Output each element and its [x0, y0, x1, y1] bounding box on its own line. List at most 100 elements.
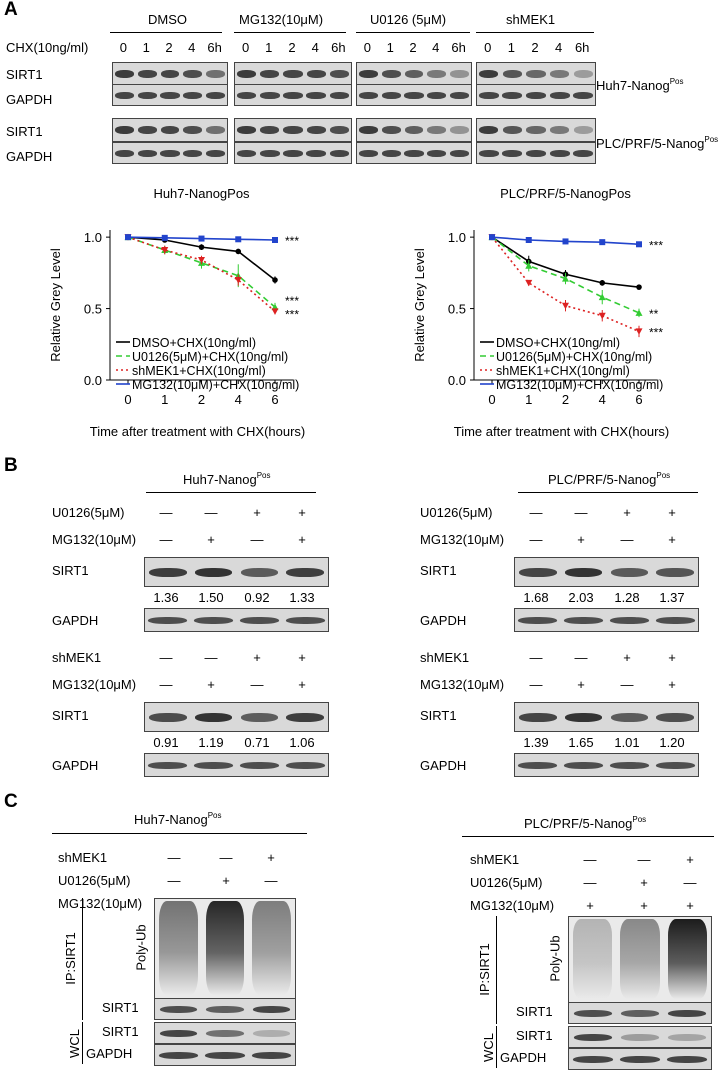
treatment-mark: — [574, 505, 588, 520]
density-value: 1.06 [289, 735, 315, 750]
legend-label: U0126(5μM)+CHX(10ng/ml) [132, 350, 288, 364]
treatment-mark: + [253, 650, 261, 665]
data-point [562, 302, 569, 310]
cell-line-label-1: Huh7-NanogPos [596, 76, 684, 93]
condition-label: U0126(5μM) [58, 873, 131, 888]
divider [518, 492, 698, 493]
band [115, 70, 134, 78]
band [572, 1055, 613, 1063]
band [610, 567, 649, 577]
band [449, 149, 470, 157]
blot-strip [112, 84, 228, 106]
data-point [271, 308, 279, 315]
treatment-mark: — [529, 505, 543, 520]
blot-strip [514, 608, 699, 632]
band [260, 126, 280, 134]
band [450, 70, 469, 78]
band [194, 761, 234, 769]
band [573, 70, 593, 78]
legend-label: MG132(10μM)+CHX(10ng/ml) [496, 378, 663, 392]
band [668, 1009, 707, 1017]
band [526, 126, 546, 134]
data-point [198, 257, 205, 264]
timepoint-label: 2 [531, 40, 539, 55]
treatment-mark: — [204, 650, 218, 665]
timepoint-label: 0 [119, 40, 127, 55]
wcl-bracket [496, 1026, 497, 1068]
band [329, 149, 350, 157]
band [114, 91, 135, 99]
cell-line-label-2: PLC/PRF/5-NanogPos [596, 134, 719, 151]
band [619, 1055, 661, 1063]
band [205, 1051, 245, 1059]
band [656, 712, 694, 722]
band [655, 616, 695, 624]
data-point [635, 309, 643, 316]
blot-strip [568, 1026, 712, 1048]
band [329, 91, 350, 99]
band [149, 567, 187, 577]
band [206, 70, 225, 78]
blot-strip [514, 753, 699, 777]
band [137, 149, 157, 157]
band [502, 149, 523, 157]
row-label: GAPDH [6, 92, 53, 107]
data-point [272, 237, 278, 243]
timepoint-label: 0 [363, 40, 371, 55]
treatment-mark: + [668, 677, 676, 692]
band [479, 70, 499, 78]
band [306, 149, 327, 157]
treatment-mark: + [686, 852, 694, 867]
band [549, 126, 570, 134]
band [609, 761, 649, 769]
panel-b-letter: B [4, 455, 18, 476]
blot-strip [356, 118, 472, 142]
band [306, 70, 326, 78]
condition-label: shMEK1 [52, 650, 102, 665]
significance-label: *** [649, 238, 663, 252]
treatment-mark: + [207, 677, 215, 692]
blot-strip [476, 142, 596, 164]
band [381, 149, 401, 157]
treatment-mark: — [529, 677, 543, 692]
band [253, 1029, 291, 1037]
treatment-mark: + [668, 532, 676, 547]
treatment-dmso: DMSO [148, 12, 187, 27]
b-cell-label-1: Huh7-NanogPos [183, 470, 271, 487]
legend-label: U0126(5μM)+CHX(10ng/ml) [496, 350, 652, 364]
band [427, 149, 447, 157]
band [240, 712, 279, 722]
blot-strip [154, 998, 296, 1020]
band [427, 91, 447, 99]
density-value: 1.19 [198, 735, 224, 750]
y-tick-label: 0.5 [448, 302, 466, 317]
data-point [636, 241, 642, 248]
band [621, 1009, 659, 1017]
timepoint-label: 1 [507, 40, 515, 55]
polyub-label: Poly-Ub [547, 935, 563, 982]
density-value: 1.33 [289, 590, 315, 605]
band [573, 1033, 612, 1041]
divider [110, 32, 222, 33]
band [194, 616, 234, 624]
band [183, 126, 203, 134]
density-value: 1.37 [659, 590, 685, 605]
density-value: 1.68 [523, 590, 549, 605]
blot-strip [356, 84, 472, 106]
timepoint-label: 4 [554, 40, 563, 55]
ip-label: IP:SIRT1 [476, 943, 492, 996]
series-line [127, 236, 276, 313]
row-label: GAPDH [500, 1050, 547, 1065]
band [205, 91, 226, 99]
band [206, 126, 225, 134]
blot-strip [112, 142, 228, 164]
density-value: 2.03 [568, 590, 594, 605]
density-value: 1.28 [614, 590, 640, 605]
band [502, 91, 523, 99]
y-tick-label: 0.0 [448, 373, 466, 388]
band [404, 91, 424, 99]
row-label: GAPDH [52, 758, 99, 773]
data-point [525, 262, 533, 269]
blot-strip [568, 1002, 712, 1024]
treatment-mark: — [529, 650, 543, 665]
